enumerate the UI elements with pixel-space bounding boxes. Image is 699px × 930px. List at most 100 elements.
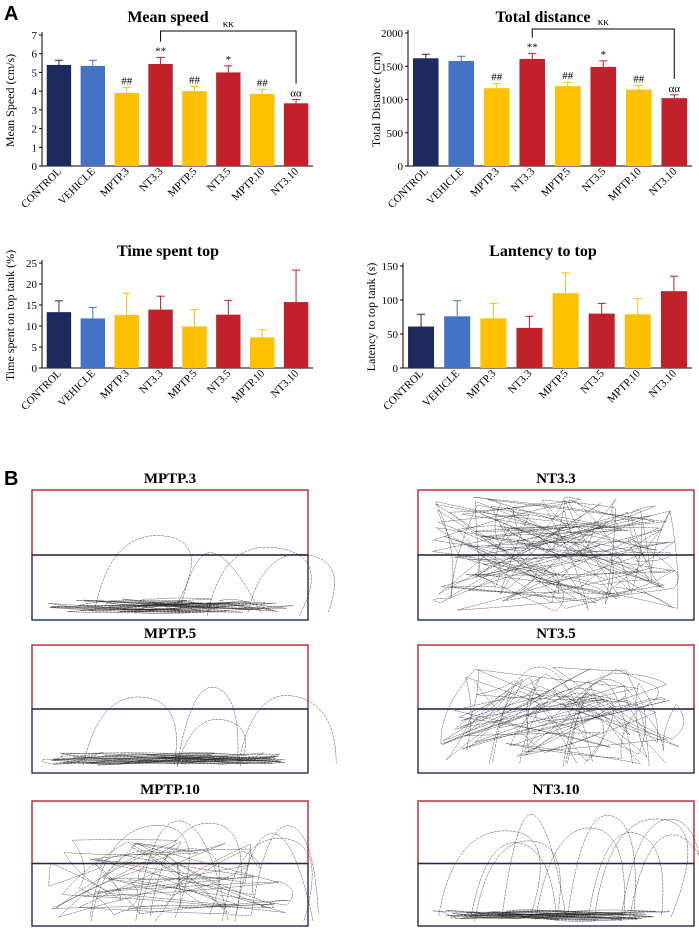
bar-NT3.5 <box>588 313 615 368</box>
y-tick-label: 5 <box>32 342 38 354</box>
bar-charts: Mean speed Mean Speed (cm/s) 0 1 2 3 4 5 6 7 CONTR… <box>3 9 692 413</box>
x-tick-label: VEHICLE <box>56 367 98 409</box>
bar-MPTP.5 <box>552 293 579 368</box>
x-tick-label: CONTROL <box>381 367 426 412</box>
swim-excursion <box>519 688 614 764</box>
x-tick-label: NT3.10 <box>269 165 302 198</box>
tank-bottom-zone <box>417 862 695 927</box>
swim-trace <box>432 909 671 922</box>
swim-excursion <box>567 814 636 916</box>
track-MPTP.5: MPTP.5 <box>31 626 337 774</box>
track-title: NT3.10 <box>532 782 579 798</box>
swim-tracks: MPTP.3 NT3.3 MPTP.5 NT3.5 MPTP.10 NT3.10 <box>31 471 699 927</box>
bar-NT3.3 <box>148 309 173 368</box>
x-tick-label: NT3.3 <box>509 165 538 194</box>
track-title: NT3.3 <box>536 471 576 487</box>
x-tick-label: CONTROL <box>19 165 64 210</box>
swim-excursion <box>90 850 180 922</box>
x-tick-label: MPTP.10 <box>606 165 644 203</box>
bar-NT3.5 <box>216 72 241 166</box>
chart-title: Mean speed <box>127 9 208 26</box>
x-tick-label: MPTP.5 <box>537 367 571 401</box>
swim-excursion <box>470 842 557 918</box>
significance-label: αα <box>290 88 302 100</box>
significance-label: ** <box>155 45 166 57</box>
swim-excursion <box>562 679 650 767</box>
bar-MPTP.10 <box>249 337 275 368</box>
track-title: MPTP.3 <box>144 471 196 487</box>
track-NT3.5: NT3.5 <box>417 626 695 774</box>
swim-excursion <box>176 686 239 765</box>
significance-bracket <box>160 30 297 84</box>
bar-MPTP.5 <box>554 86 581 166</box>
track-MPTP.10: MPTP.10 <box>31 782 319 927</box>
y-tick-label: 5 <box>32 67 38 79</box>
chart-0: Mean speed Mean Speed (cm/s) 0 1 2 3 4 5 6 7 CONTR… <box>3 9 313 211</box>
y-tick-label: 0 <box>393 363 399 375</box>
x-tick-label: MPTP.3 <box>98 367 132 401</box>
swim-excursion <box>588 832 664 915</box>
x-tick-label: NT3.3 <box>137 367 166 396</box>
bar-NT3.5 <box>216 314 241 368</box>
chart-title: Lantency to top <box>489 243 597 260</box>
bracket-label: κκ <box>598 16 610 28</box>
track-MPTP.3: MPTP.3 <box>31 471 335 621</box>
x-tick-label: NT3.10 <box>647 367 680 400</box>
x-tick-label: NT3.10 <box>269 367 302 400</box>
x-tick-label: NT3.5 <box>205 367 234 396</box>
bracket-label: κκ <box>223 18 235 30</box>
bar-NT3.3 <box>148 64 173 166</box>
bar-MPTP.3 <box>114 315 139 368</box>
significance-label: * <box>601 49 607 61</box>
y-tick-label: 0 <box>398 161 404 173</box>
bar-CONTROL <box>46 64 72 166</box>
tank-bottom-zone <box>31 708 309 774</box>
swim-excursion <box>221 838 313 922</box>
x-tick-label: MPTP.10 <box>230 165 268 203</box>
significance-label: ## <box>121 75 133 87</box>
swim-excursion <box>247 553 335 613</box>
y-tick-label: 150 <box>382 261 399 273</box>
x-tick-label: NT3.5 <box>580 165 609 194</box>
swim-trace <box>48 839 293 918</box>
swim-excursion <box>83 696 177 765</box>
bar-CONTROL <box>408 326 435 368</box>
y-tick-label: 6 <box>32 49 38 61</box>
tank-bottom-zone <box>417 554 695 621</box>
x-tick-label: MPTP.5 <box>166 165 200 199</box>
swim-excursion <box>501 814 567 919</box>
y-tick-label: 0 <box>32 363 38 375</box>
x-tick-label: NT3.5 <box>578 367 607 396</box>
bar-MPTP.3 <box>483 88 510 166</box>
swim-excursion <box>207 546 312 616</box>
x-tick-label: MPTP.5 <box>166 367 200 401</box>
swim-excursion <box>629 834 699 918</box>
swim-excursion <box>89 825 190 918</box>
y-tick-label: 3 <box>32 105 38 117</box>
bar-NT3.10 <box>661 98 688 166</box>
bar-VEHICLE <box>80 318 106 368</box>
x-tick-label: VEHICLE <box>425 165 467 207</box>
tank-bottom-zone <box>31 862 309 927</box>
bar-NT3.10 <box>660 291 687 368</box>
significance-label: ## <box>189 74 201 86</box>
swim-excursion <box>234 833 314 922</box>
swim-excursion <box>438 830 541 916</box>
tank-top-zone <box>31 644 309 710</box>
swim-excursion <box>565 694 666 764</box>
swim-excursion <box>567 681 633 764</box>
x-tick-label: MPTP.10 <box>605 367 643 405</box>
swim-trace <box>48 597 293 614</box>
bar-CONTROL <box>412 58 439 166</box>
track-NT3.10: NT3.10 <box>417 782 699 927</box>
chart-2: Time spent top Time spent on top tank (%)… <box>3 243 313 413</box>
x-tick-label: MPTP.3 <box>468 165 502 199</box>
panel-label-a: A <box>4 3 18 25</box>
swim-excursion <box>150 822 242 916</box>
x-tick-label: NT3.5 <box>205 165 234 194</box>
tank-top-zone <box>31 489 309 556</box>
x-tick-label: CONTROL <box>19 367 64 412</box>
bar-VEHICLE <box>444 316 471 368</box>
panel-label-b: B <box>4 468 18 490</box>
bar-NT3.3 <box>516 327 543 368</box>
